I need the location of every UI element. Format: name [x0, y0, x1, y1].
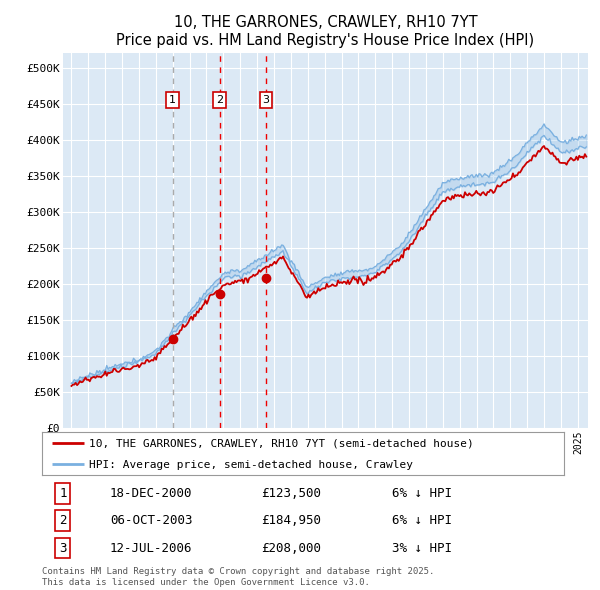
Text: 3% ↓ HPI: 3% ↓ HPI	[392, 542, 452, 555]
Text: 1: 1	[59, 487, 67, 500]
Title: 10, THE GARRONES, CRAWLEY, RH10 7YT
Price paid vs. HM Land Registry's House Pric: 10, THE GARRONES, CRAWLEY, RH10 7YT Pric…	[116, 15, 535, 48]
Text: 2: 2	[216, 95, 223, 105]
Text: 2: 2	[59, 514, 67, 527]
Text: 1: 1	[169, 95, 176, 105]
Text: £123,500: £123,500	[261, 487, 321, 500]
Text: HPI: Average price, semi-detached house, Crawley: HPI: Average price, semi-detached house,…	[89, 460, 413, 470]
Text: 06-OCT-2003: 06-OCT-2003	[110, 514, 193, 527]
Text: £184,950: £184,950	[261, 514, 321, 527]
Text: 6% ↓ HPI: 6% ↓ HPI	[392, 487, 452, 500]
Text: 10, THE GARRONES, CRAWLEY, RH10 7YT (semi-detached house): 10, THE GARRONES, CRAWLEY, RH10 7YT (sem…	[89, 438, 474, 448]
Text: 6% ↓ HPI: 6% ↓ HPI	[392, 514, 452, 527]
Text: Contains HM Land Registry data © Crown copyright and database right 2025.
This d: Contains HM Land Registry data © Crown c…	[42, 568, 434, 587]
Text: 3: 3	[263, 95, 269, 105]
Text: 12-JUL-2006: 12-JUL-2006	[110, 542, 193, 555]
Text: £208,000: £208,000	[261, 542, 321, 555]
Text: 18-DEC-2000: 18-DEC-2000	[110, 487, 193, 500]
Text: 3: 3	[59, 542, 67, 555]
